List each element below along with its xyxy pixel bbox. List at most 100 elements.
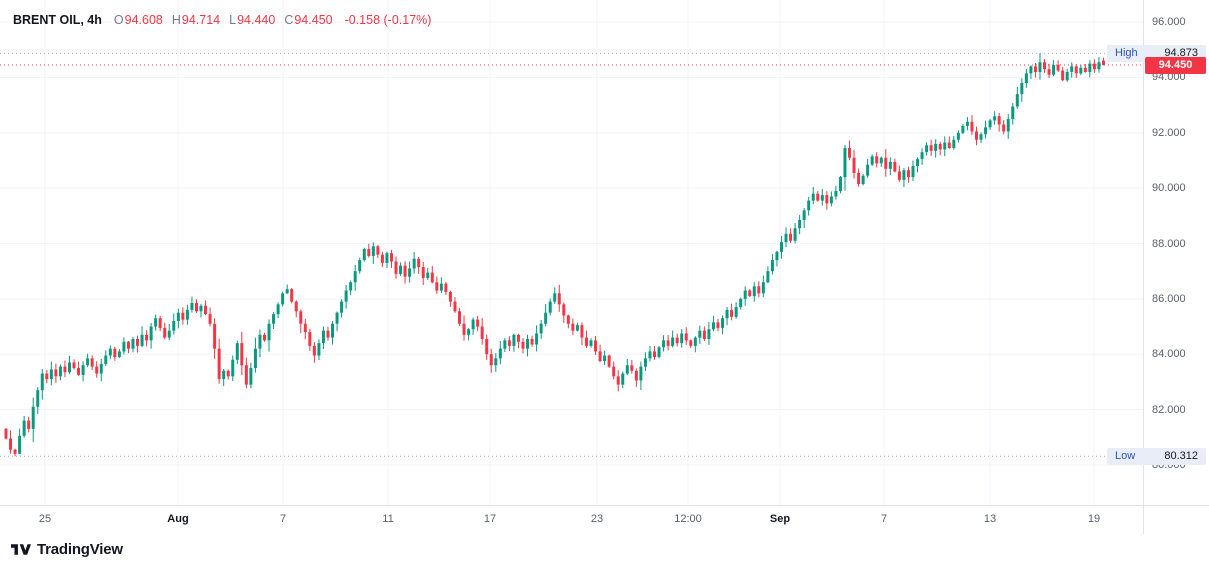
candle-body — [689, 340, 693, 346]
candle-body — [730, 309, 734, 317]
candle-body — [789, 233, 793, 241]
tradingview-logo-text: TradingView — [37, 540, 123, 558]
candle-body — [920, 152, 924, 160]
candle-body — [956, 132, 960, 140]
grid — [0, 0, 1143, 505]
candle-body — [1015, 94, 1019, 107]
candle-body — [775, 251, 779, 261]
candle-body — [1097, 62, 1101, 70]
symbol-title[interactable]: BRENT OIL, 4h — [13, 13, 102, 27]
candle-body — [725, 309, 729, 319]
candle-body — [988, 120, 992, 128]
price-tick-label: 86.000 — [1152, 292, 1186, 305]
candle-body — [1079, 67, 1083, 74]
candle-body — [317, 343, 321, 356]
candle-body — [997, 116, 1001, 125]
candle-body — [136, 338, 140, 346]
candle-body — [494, 358, 498, 366]
candle-body — [31, 406, 35, 429]
candle-body — [204, 305, 208, 315]
candle-body — [376, 246, 380, 255]
candle-body — [716, 322, 720, 328]
candle-body — [389, 253, 393, 262]
candle-body — [222, 370, 226, 380]
candle-body — [226, 370, 230, 377]
candle-body — [4, 428, 8, 439]
candle-body — [888, 161, 892, 169]
time-tick-label: 13 — [983, 513, 997, 525]
candle-body — [18, 435, 22, 454]
candle-body — [140, 334, 144, 346]
candle-body — [870, 156, 874, 165]
candle-body — [380, 254, 384, 263]
candle-body — [1006, 118, 1010, 132]
price-chart-pane[interactable] — [0, 0, 1143, 505]
time-axis[interactable]: 25 Aug 7 11 17 23 12:00 Sep 7 13 19 — [0, 505, 1209, 534]
candle-body — [503, 340, 507, 349]
candle-body — [584, 337, 588, 346]
candle-body — [367, 249, 371, 256]
candle-body — [539, 323, 543, 334]
open-value: O 94.608 — [114, 13, 163, 27]
tradingview-logo[interactable]: TradingView — [11, 541, 123, 558]
candle-body — [603, 355, 607, 362]
candle-body — [462, 323, 466, 335]
candle-body — [430, 272, 434, 283]
candle-body — [680, 333, 684, 344]
candle-body — [721, 318, 725, 328]
candle-body — [290, 289, 294, 302]
candle-body — [86, 358, 90, 366]
candle-body — [1083, 67, 1087, 72]
candle-body — [811, 193, 815, 201]
candle-body — [993, 116, 997, 121]
candle-body — [326, 330, 330, 338]
candle-body — [566, 315, 570, 324]
candle-body — [131, 338, 135, 349]
candle-body — [698, 330, 702, 338]
candle-body — [802, 210, 806, 220]
candle-body — [1101, 60, 1105, 66]
candle-body — [1052, 65, 1056, 75]
candle-body — [371, 246, 375, 256]
high-number: 94.714 — [181, 13, 221, 27]
candle-body — [757, 286, 761, 294]
candle-body — [399, 265, 403, 274]
price-tick-label: 84.000 — [1152, 348, 1186, 361]
candle-body — [929, 145, 933, 151]
candle-body — [272, 314, 276, 324]
high-label: H — [171, 13, 181, 27]
candle-body — [589, 340, 593, 346]
candle-body — [580, 325, 584, 338]
candle-body — [163, 327, 167, 338]
candle-body — [321, 330, 325, 344]
candle-body — [1020, 83, 1024, 95]
candle-body — [117, 351, 121, 357]
candle-body — [535, 333, 539, 345]
candle-body — [467, 329, 471, 335]
candle-body — [1065, 71, 1069, 81]
candle-body — [408, 268, 412, 277]
candle-body — [412, 258, 416, 269]
candle-body — [249, 368, 253, 385]
candle-body — [530, 338, 534, 345]
axis-separator — [1143, 0, 1144, 534]
candle-body — [766, 271, 770, 283]
candle-body — [77, 368, 81, 375]
candle-body — [262, 334, 266, 341]
candle-body — [902, 170, 906, 180]
low-flag-label: Low — [1115, 450, 1136, 463]
candle-body — [9, 438, 13, 450]
candle-body — [444, 283, 448, 292]
candle-body — [403, 265, 407, 277]
chart-legend: BRENT OIL, 4h O 94.608 H 94.714 L 94.440… — [13, 13, 431, 27]
price-tick-label: 92.000 — [1152, 126, 1186, 139]
candle-body — [299, 311, 303, 324]
candle-body — [1024, 73, 1028, 84]
candle-body — [476, 319, 480, 327]
price-axis[interactable]: 96.000 94.000 92.000 90.000 88.000 86.000 84.0… — [1143, 0, 1209, 505]
candle-body — [684, 333, 688, 341]
candle-body — [45, 373, 49, 380]
candle-body — [27, 420, 31, 429]
open-number: 94.608 — [124, 13, 163, 27]
candle-body — [358, 260, 362, 272]
